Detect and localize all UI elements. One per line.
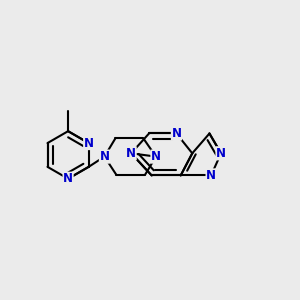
Text: N: N xyxy=(126,147,136,160)
Text: N: N xyxy=(206,169,216,182)
Text: N: N xyxy=(151,150,161,163)
Text: N: N xyxy=(216,147,226,160)
Text: N: N xyxy=(171,127,182,140)
Text: N: N xyxy=(63,172,73,185)
Text: N: N xyxy=(84,136,94,150)
Text: N: N xyxy=(99,150,110,163)
